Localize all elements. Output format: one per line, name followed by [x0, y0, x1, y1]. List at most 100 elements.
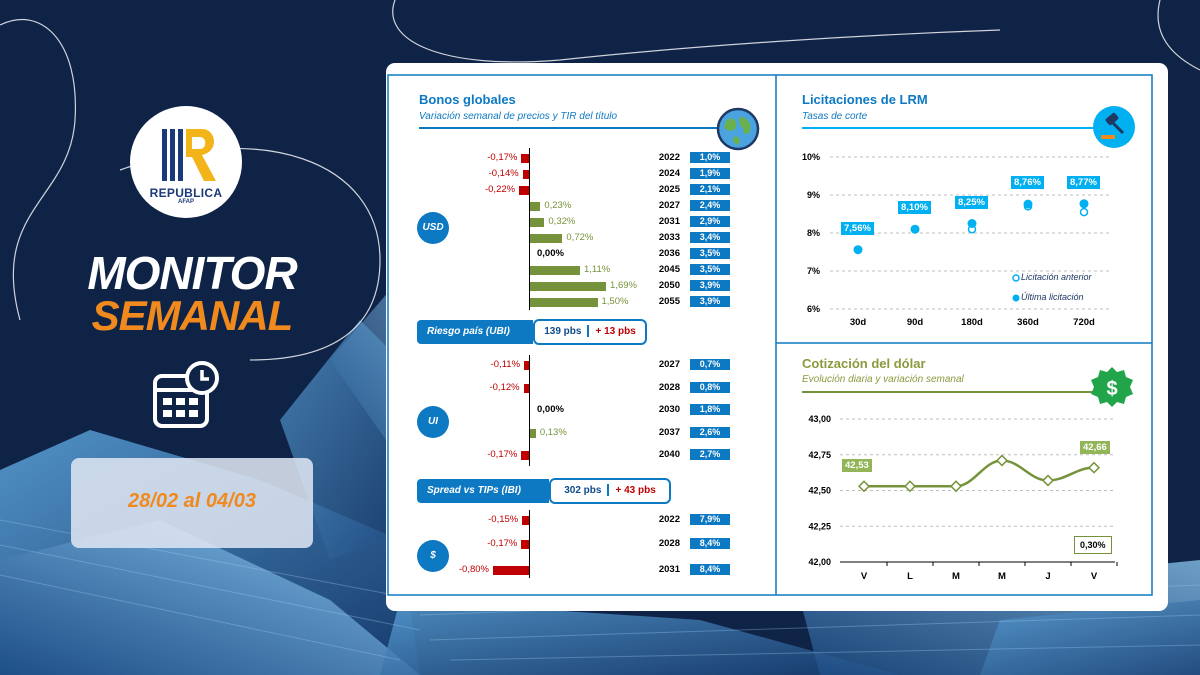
- dolar-rule: [802, 391, 1102, 393]
- lrm-title: Licitaciones de LRM: [802, 92, 928, 107]
- y-tick-label: 43,00: [808, 414, 831, 424]
- bond-var-label: 1,69%: [610, 280, 637, 291]
- x-tick-label: M: [952, 571, 960, 582]
- x-tick-label: M: [998, 571, 1006, 582]
- bond-var-bar: [530, 429, 536, 438]
- y-tick-label: 8%: [807, 228, 820, 238]
- y-tick-label: 10%: [802, 152, 820, 162]
- bond-var-label: -0,17%: [487, 538, 518, 549]
- auction-data-label: 8,76%: [1011, 176, 1044, 190]
- x-tick-label: 180d: [961, 317, 983, 328]
- spread-divider: [607, 484, 610, 497]
- bond-axis: [529, 510, 530, 578]
- usd-pill: USD: [417, 212, 449, 244]
- dolar-subtitle: Evolución diaria y variación semanal: [802, 374, 964, 385]
- dollar-point: [995, 454, 1009, 467]
- riesgo-divider: [587, 325, 590, 338]
- auction-data-label: 7,56%: [841, 221, 874, 235]
- bond-year: 2022: [658, 152, 680, 163]
- y-tick-label: 9%: [807, 190, 820, 200]
- bond-year: 2027: [658, 359, 680, 370]
- bond-tir: 3,5%: [690, 264, 730, 275]
- dollar-point: [1087, 461, 1101, 474]
- bond-tir: 0,8%: [690, 382, 730, 393]
- pesos-pill: $: [417, 540, 449, 572]
- bonos-rule: [419, 127, 739, 129]
- bonos-subtitle: Variación semanal de precios y TIR del t…: [419, 111, 618, 122]
- dollar-first-label: 42,53: [842, 459, 872, 473]
- dolar-title: Cotización del dólar: [802, 356, 926, 371]
- bond-var-label: -0,14%: [488, 168, 519, 179]
- last-auction-point: [853, 245, 863, 255]
- bond-var-label: -0,11%: [490, 359, 521, 370]
- bond-year: 2031: [658, 564, 680, 575]
- bond-var-label: 0,32%: [548, 216, 576, 227]
- legend-last-marker: [1012, 294, 1020, 302]
- bond-var-bar: [521, 154, 529, 163]
- bond-var-label: -0,17%: [487, 152, 518, 163]
- legend-prev-marker: [1012, 274, 1020, 282]
- x-tick-label: V: [1091, 571, 1098, 582]
- lrm-rule: [802, 127, 1102, 129]
- bond-var-bar: [523, 384, 529, 393]
- dollar-line: [864, 459, 1095, 488]
- calendar-clock-icon: [153, 361, 219, 428]
- x-tick-label: 90d: [907, 317, 924, 328]
- last-auction-point: [910, 224, 920, 234]
- headline-line1: MONITOR: [87, 247, 297, 299]
- bond-year: 2022: [658, 514, 680, 525]
- globe-icon: [716, 107, 760, 151]
- prev-auction-point: [1079, 207, 1089, 217]
- bond-var-bar: [521, 451, 529, 460]
- dollar-point: [857, 480, 871, 493]
- y-tick-label: 7%: [807, 266, 820, 276]
- bond-var-label: -0,22%: [484, 184, 516, 195]
- svg-text:$: $: [1106, 378, 1117, 400]
- last-auction-point: [1079, 199, 1089, 209]
- bonos-title: Bonos globales: [419, 92, 516, 107]
- bond-var-bar: [524, 361, 529, 370]
- dolar-chart: 42,00 42,25 42,50 42,75 43,00 V L M M J V: [808, 414, 1118, 582]
- bond-axis: [529, 355, 530, 466]
- spread-change: + 43 pbs: [615, 485, 656, 496]
- date-range: 28/02 al 04/03: [128, 490, 256, 512]
- headline-line2: SEMANAL: [91, 292, 294, 339]
- dollar-point: [949, 480, 963, 493]
- bond-year: 2024: [658, 168, 680, 179]
- bond-tir: 3,9%: [690, 296, 730, 307]
- last-auction-point: [967, 219, 977, 228]
- lrm-subtitle: Tasas de corte: [802, 111, 868, 122]
- legend-last-label: Última licitación: [1021, 292, 1084, 302]
- bond-var-bar: [530, 202, 541, 211]
- y-tick-label: 42,75: [808, 450, 831, 460]
- dollar-last-label: 42,66: [1080, 440, 1110, 454]
- bond-var-label: 1,50%: [601, 296, 629, 307]
- bond-year: 2028: [658, 538, 680, 549]
- brand-sub: AFAP: [177, 199, 194, 205]
- y-tick-label: 42,50: [808, 486, 831, 496]
- riesgo-value: 139 pbs: [544, 326, 582, 337]
- bond-tir: 8,4%: [690, 564, 730, 575]
- riesgo-label: Riesgo país (UBI): [417, 320, 533, 344]
- bond-var-bar: [530, 218, 545, 227]
- bond-year: 2028: [658, 382, 680, 393]
- bond-var-label: -0,17%: [487, 449, 518, 460]
- bond-tir: 1,0%: [690, 152, 730, 163]
- bond-tir: 2,6%: [690, 427, 730, 438]
- dollar-point: [1041, 474, 1055, 487]
- bond-tir: 0,7%: [690, 359, 730, 370]
- bond-var-label: 0,72%: [566, 232, 594, 243]
- legend-prev-label: Licitación anterior: [1021, 272, 1092, 282]
- bond-tir: 3,5%: [690, 248, 730, 259]
- bond-var-label: 0,13%: [539, 427, 567, 438]
- x-tick-label: L: [907, 571, 913, 582]
- bond-var-bar: [530, 298, 598, 307]
- bond-var-bar: [522, 516, 529, 525]
- bond-tir: 1,9%: [690, 168, 730, 179]
- bond-tir: 2,9%: [690, 216, 730, 227]
- spread-value: 302 pbs: [564, 485, 602, 496]
- bond-year: 2031: [658, 216, 680, 227]
- bond-year: 2025: [658, 184, 680, 195]
- ui-pill: UI: [417, 406, 449, 438]
- bond-tir: 2,1%: [690, 184, 730, 195]
